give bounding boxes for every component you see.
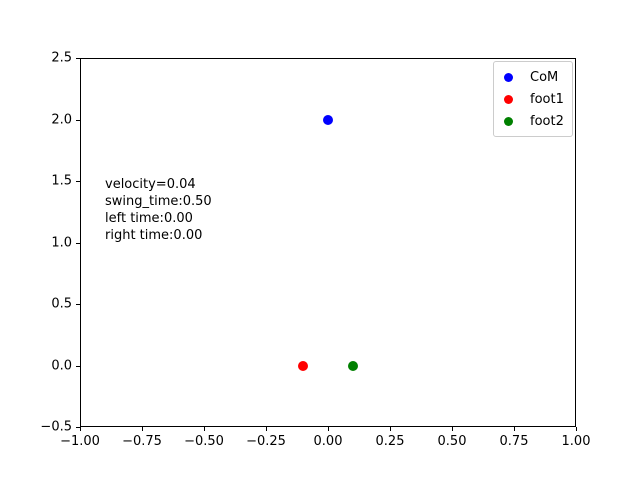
y-tick-label: 2.0 <box>51 112 72 127</box>
legend-marker-icon <box>504 116 513 126</box>
y-tick-mark <box>76 427 80 428</box>
scatter-point-CoM <box>323 114 333 125</box>
x-tick-mark <box>514 427 515 431</box>
legend-label: foot2 <box>530 113 564 129</box>
y-tick-mark <box>76 242 80 244</box>
x-tick-mark <box>80 427 81 431</box>
x-tick-mark <box>266 427 267 431</box>
legend-entry-foot1: foot1 <box>498 88 564 110</box>
annotation-line: right time:0.00 <box>105 228 203 243</box>
x-tick-mark <box>328 427 329 431</box>
y-tick-label: 0.0 <box>51 358 72 373</box>
x-tick-mark <box>390 427 391 431</box>
x-tick-label: 1.00 <box>561 434 591 449</box>
x-tick-mark <box>452 427 453 431</box>
x-tick-label: −0.25 <box>246 434 286 449</box>
annotation-line: swing_time:0.50 <box>105 194 212 209</box>
y-tick-label: 0.5 <box>51 296 72 312</box>
legend-label: CoM <box>530 69 559 85</box>
annotation-line: left time:0.00 <box>105 211 193 226</box>
y-tick-mark <box>76 365 80 367</box>
legend-marker-icon <box>504 72 513 82</box>
y-tick-mark <box>76 181 80 182</box>
y-tick-label: 2.5 <box>51 50 72 66</box>
legend-label: foot1 <box>530 91 564 107</box>
annotation-line: velocity=0.04 <box>105 177 196 192</box>
scatter-point-foot1 <box>298 360 309 371</box>
x-tick-mark <box>142 427 143 431</box>
y-tick-label: 1.0 <box>51 235 72 250</box>
x-tick-label: 0.00 <box>313 434 343 449</box>
y-tick-label: −0.5 <box>40 419 72 435</box>
legend-entry-foot2: foot2 <box>498 110 564 132</box>
y-tick-mark <box>76 119 80 121</box>
x-tick-label: 0.25 <box>375 434 405 449</box>
legend-marker-icon <box>504 94 513 104</box>
x-tick-label: 0.50 <box>437 434 467 449</box>
y-tick-label: 1.5 <box>51 173 72 189</box>
x-tick-label: −1.00 <box>60 434 100 449</box>
x-tick-label: 0.75 <box>499 434 529 449</box>
legend-entry-CoM: CoM <box>498 66 564 88</box>
x-tick-mark <box>204 427 205 431</box>
x-tick-label: −0.50 <box>184 434 224 449</box>
x-tick-mark <box>576 427 577 431</box>
legend: CoM foot1 foot2 <box>493 61 573 137</box>
x-tick-label: −0.75 <box>122 434 162 449</box>
scatter-point-foot2 <box>347 360 358 371</box>
y-tick-mark <box>76 304 80 305</box>
y-tick-mark <box>76 58 80 59</box>
